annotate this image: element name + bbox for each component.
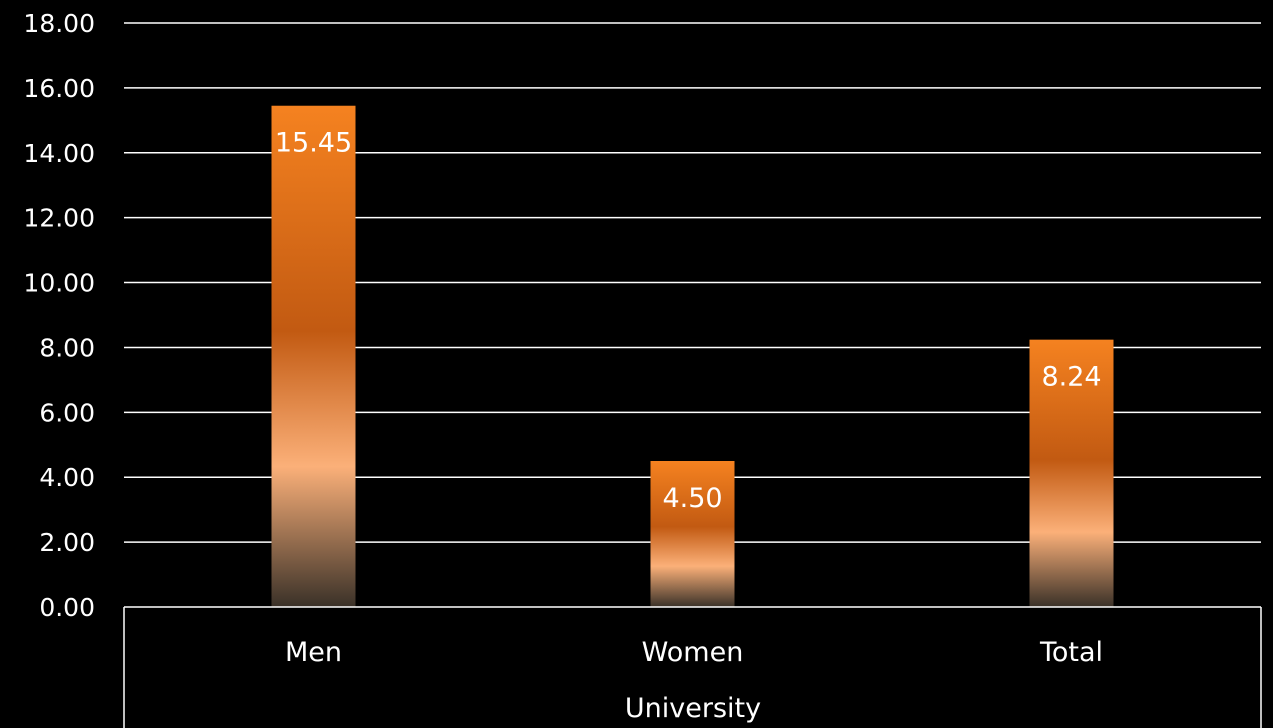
- data-label: 8.24: [1041, 362, 1101, 393]
- category-axis-box: [123, 606, 1262, 728]
- data-labels: 15.45 4.50 8.24: [275, 128, 1102, 514]
- x-category-label: Women: [642, 637, 744, 668]
- y-tick-label: 4.00: [39, 463, 95, 492]
- x-category-label: Men: [285, 637, 342, 668]
- y-tick-label: 18.00: [23, 9, 95, 38]
- y-tick-label: 6.00: [39, 398, 95, 427]
- y-tick-label: 14.00: [23, 139, 95, 168]
- bar-women: [650, 461, 735, 607]
- bar-total: [1029, 339, 1114, 607]
- y-axis-tick-labels: 0.00 2.00 4.00 6.00 8.00 10.00 12.00 14.00 16.00…: [23, 9, 95, 622]
- x-category-label: Total: [1039, 637, 1103, 668]
- y-tick-label: 2.00: [39, 528, 95, 557]
- y-tick-label: 8.00: [39, 333, 95, 362]
- y-tick-label: 0.00: [39, 593, 95, 622]
- category-axis-labels: Men Women Total: [285, 637, 1103, 668]
- y-tick-label: 10.00: [23, 269, 95, 298]
- bars: [271, 105, 1114, 607]
- category-group-label: University: [625, 693, 761, 724]
- bar-men: [271, 105, 356, 607]
- y-tick-label: 12.00: [23, 204, 95, 233]
- data-label: 15.45: [275, 128, 352, 159]
- data-label: 4.50: [662, 483, 722, 514]
- y-tick-label: 16.00: [23, 74, 95, 103]
